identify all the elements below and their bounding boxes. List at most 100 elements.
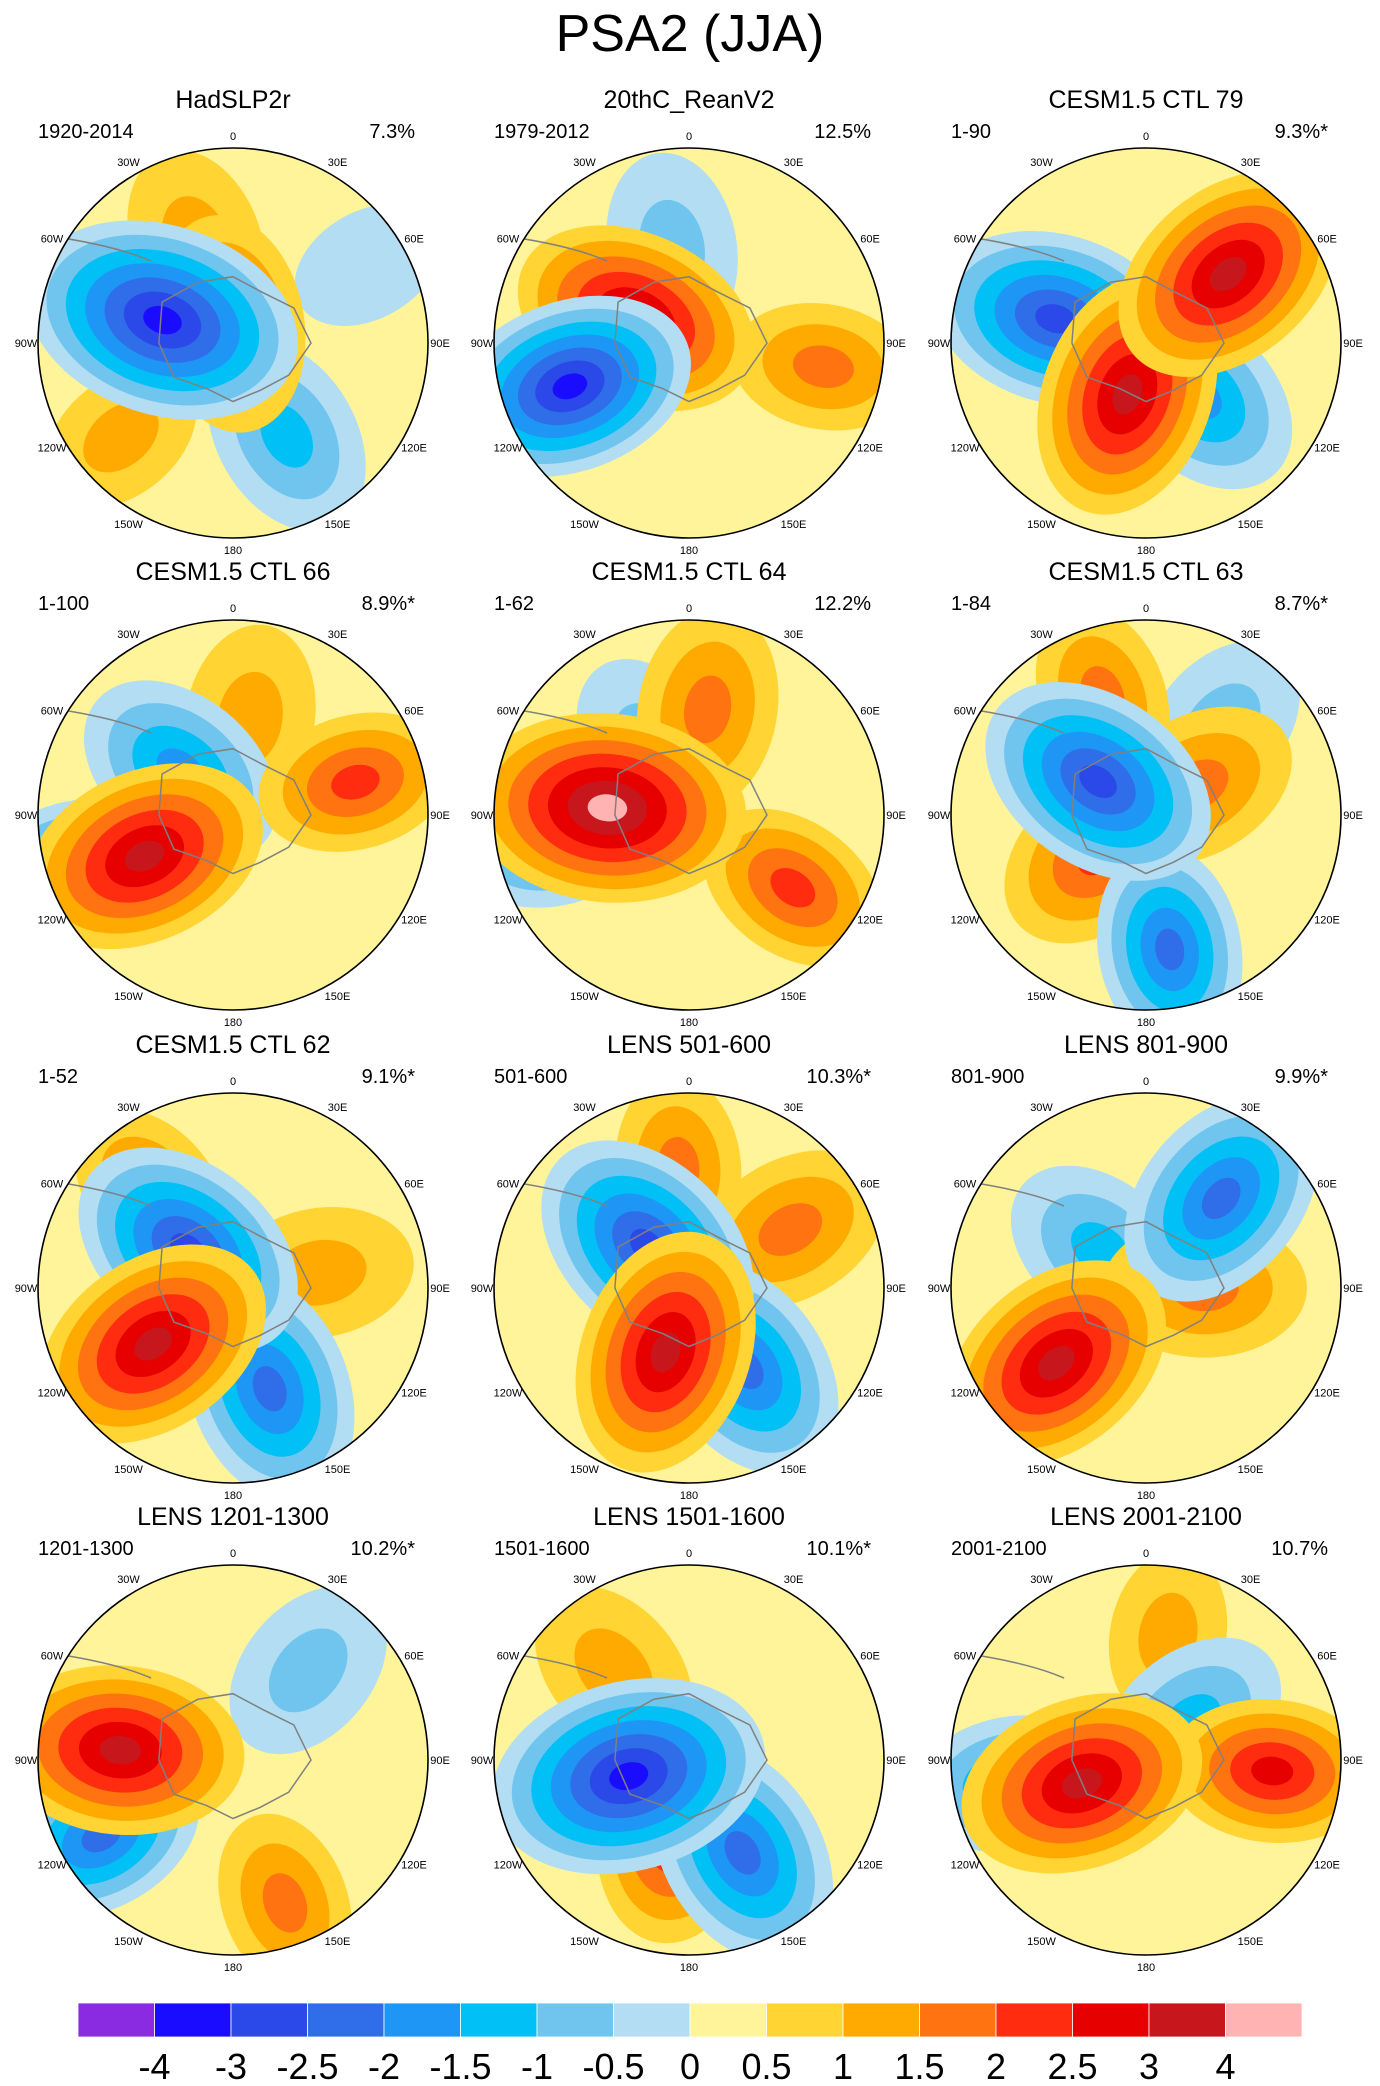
map-panel: 0 30E 60E 90E 120E 150E 180 150W 120W 90W 60W 30W CE… — [15, 558, 450, 1029]
longitude-label: 150E — [1238, 519, 1264, 531]
colorbar-swatch — [919, 2002, 997, 2038]
anomaly-contour — [587, 794, 628, 822]
longitude-label: 60W — [954, 1179, 977, 1191]
panel-period: 1-62 — [494, 593, 534, 615]
panel-variance: 9.9%* — [1275, 1066, 1329, 1088]
longitude-label: 30E — [328, 1574, 348, 1586]
colorbar-tick-label: -4 — [138, 2046, 170, 2086]
colorbar-tick-label: -1 — [521, 2046, 553, 2086]
longitude-label: 180 — [1137, 1962, 1155, 1974]
panel-period: 501-600 — [494, 1066, 567, 1088]
map-panel: 0 30E 60E 90E 120E 150E 180 150W 120W 90W 60W 30W Ha… — [15, 86, 450, 557]
map-border — [493, 147, 885, 539]
longitude-label: 150W — [1027, 991, 1056, 1003]
longitude-label: 60E — [1317, 706, 1337, 718]
longitude-label: 120W — [951, 443, 980, 455]
map-panel: 0 30E 60E 90E 120E 150E 180 150W 120W 90W 60W 30W LE… — [15, 1503, 450, 1974]
longitude-label: 30E — [328, 157, 348, 169]
colorbar-tick-label: 0.5 — [741, 2046, 791, 2086]
longitude-label: 120W — [951, 1860, 980, 1872]
longitude-label: 0 — [230, 1548, 236, 1560]
panels-group: 0 30E 60E 90E 120E 150E 180 150W 120W 90W 60W 30W Ha… — [15, 86, 1363, 1974]
longitude-label: 150W — [114, 991, 143, 1003]
longitude-label: 90W — [471, 338, 494, 350]
map-border — [493, 619, 885, 1011]
longitude-label: 60E — [404, 1179, 424, 1191]
longitude-label: 90W — [15, 338, 38, 350]
longitude-label: 60W — [497, 1651, 520, 1663]
longitude-label: 150E — [1238, 1464, 1264, 1476]
longitude-label: 120W — [494, 1860, 523, 1872]
map-panel: 0 30E 60E 90E 120E 150E 180 150W 120W 90W 60W 30W LE… — [928, 1503, 1363, 1974]
colorbar-swatch — [1072, 2002, 1150, 2038]
panel-title: LENS 1201-1300 — [137, 1503, 329, 1531]
longitude-label: 30E — [1241, 1574, 1261, 1586]
longitude-label: 150E — [325, 519, 351, 531]
anomaly-contour — [143, 305, 182, 335]
longitude-label: 30W — [1030, 1574, 1053, 1586]
anomaly-contour — [134, 1327, 172, 1361]
colorbar-tick-label: -3 — [215, 2046, 247, 2086]
longitude-label: 90E — [886, 1755, 906, 1767]
longitude-label: 90E — [430, 1283, 450, 1295]
panel-title: CESM1.5 CTL 64 — [592, 558, 787, 586]
longitude-label: 30E — [1241, 629, 1261, 641]
coastline — [614, 1220, 768, 1348]
longitude-label: 30E — [784, 157, 804, 169]
panel-period: 1501-1600 — [494, 1538, 590, 1560]
longitude-label: 180 — [680, 1490, 698, 1502]
longitude-label: 60W — [41, 1651, 64, 1663]
longitude-label: 0 — [230, 603, 236, 615]
longitude-label: 90W — [15, 1755, 38, 1767]
longitude-label: 60W — [497, 234, 520, 246]
colorbar-swatch — [383, 2002, 461, 2038]
longitude-label: 90E — [886, 338, 906, 350]
colorbar-swatch — [307, 2002, 385, 2038]
longitude-label: 120W — [38, 443, 67, 455]
longitude-label: 60E — [860, 706, 880, 718]
panel-variance: 10.3%* — [807, 1066, 872, 1088]
longitude-label: 120W — [494, 1388, 523, 1400]
panel-period: 1979-2012 — [494, 121, 590, 143]
panel-period: 1-84 — [951, 593, 991, 615]
coastline — [1071, 1220, 1225, 1348]
longitude-label: 180 — [224, 1962, 242, 1974]
longitude-label: 150W — [570, 519, 599, 531]
anomaly-contour — [99, 1735, 142, 1765]
coastline — [158, 1692, 312, 1820]
longitude-label: 60W — [41, 1179, 64, 1191]
colorbar-swatch — [460, 2002, 538, 2038]
longitude-label: 150W — [114, 1464, 143, 1476]
longitude-label: 30W — [117, 157, 140, 169]
panel-title: CESM1.5 CTL 62 — [136, 1031, 331, 1059]
map-panel: 0 30E 60E 90E 120E 150E 180 150W 120W 90W 60W 30W LE… — [928, 1031, 1363, 1502]
anomaly-contour — [1155, 928, 1185, 971]
colorbar-tick-label: 3 — [1139, 2046, 1159, 2086]
panel-variance: 7.3% — [369, 121, 415, 143]
map-panel: 0 30E 60E 90E 120E 150E 180 150W 120W 90W 60W 30W 20… — [471, 86, 906, 557]
colorbar-tick-label: -2.5 — [276, 2046, 338, 2086]
anomaly-contour — [650, 1332, 681, 1373]
map-border — [950, 1092, 1342, 1484]
colorbar: -4 -3 -2.5 -2 -1.5 -1 -0.5 0 0.5 1 1.5 2 2.5 3 4 — [77, 2002, 1303, 2086]
longitude-label: 0 — [1143, 1548, 1149, 1560]
longitude-label: 150W — [1027, 1936, 1056, 1948]
longitude-label: 120W — [38, 1388, 67, 1400]
map-border — [950, 1564, 1342, 1956]
longitude-label: 90E — [1343, 810, 1363, 822]
longitude-label: 60E — [1317, 1179, 1337, 1191]
colorbar-swatch — [230, 2002, 308, 2038]
colorbar-tick-label: 0 — [680, 2046, 700, 2086]
longitude-label: 30W — [1030, 157, 1053, 169]
panel-period: 1-100 — [38, 593, 89, 615]
colorbar-tick-label: 1.5 — [894, 2046, 944, 2086]
longitude-label: 30W — [573, 1574, 596, 1586]
anomaly-contour — [552, 373, 588, 400]
anomaly-contour — [1251, 1756, 1294, 1786]
longitude-label: 0 — [686, 603, 692, 615]
map-panel: 0 30E 60E 90E 120E 150E 180 150W 120W 90W 60W 30W LE… — [471, 1503, 906, 1974]
longitude-label: 150E — [781, 1936, 807, 1948]
longitude-label: 60W — [41, 706, 64, 718]
figure-title: PSA2 (JJA) — [555, 5, 825, 63]
colorbar-swatch — [766, 2002, 844, 2038]
